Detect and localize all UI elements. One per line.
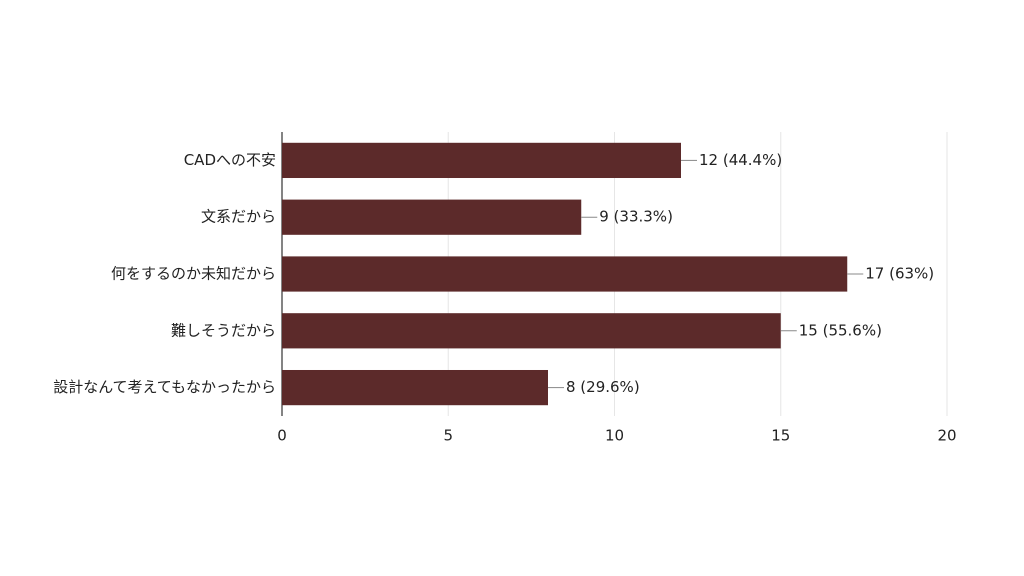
x-tick-label: 10 (605, 427, 624, 445)
bar (282, 256, 848, 292)
y-tick-label: CADへの不安 (184, 151, 276, 169)
y-tick-label: 設計なんて考えてもなかったから (53, 378, 276, 396)
x-tick-label: 20 (937, 427, 956, 445)
data-label: 8 (29.6%) (566, 378, 640, 396)
bar (282, 199, 582, 235)
y-tick-label: 難しそうだから (171, 321, 276, 339)
data-label: 15 (55.6%) (799, 321, 882, 339)
bar (282, 142, 681, 179)
bar (282, 313, 781, 349)
bar (282, 369, 548, 406)
x-tick-label: 5 (443, 427, 453, 445)
data-label: 12 (44.4%) (699, 151, 782, 169)
x-tick-label: 15 (771, 427, 790, 445)
x-tick-label: 0 (277, 427, 287, 445)
data-label: 9 (33.3%) (599, 208, 673, 226)
data-label: 17 (63%) (865, 265, 934, 283)
y-tick-label: 何をするのか未知だから (111, 265, 276, 283)
y-tick-label: 文系だから (201, 208, 276, 226)
